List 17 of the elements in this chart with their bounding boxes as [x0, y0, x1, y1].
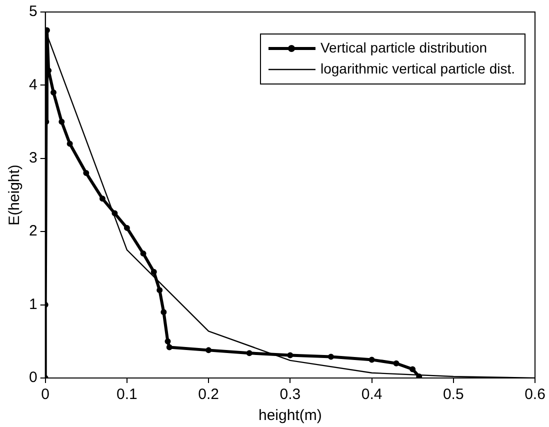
- x-tick-label: 0.3: [280, 386, 301, 404]
- y-tick-label: 1: [29, 296, 38, 313]
- x-tick-label: 0.1: [116, 386, 138, 404]
- legend-label: logarithmic vertical particle dist.: [320, 60, 516, 76]
- x-tick-label: 0.6: [524, 386, 546, 404]
- y-axis-title: E(height): [6, 164, 24, 226]
- y-tick-label: 0: [29, 369, 38, 386]
- y-tick-label: 2: [29, 222, 38, 240]
- x-tick-label: 0: [41, 386, 50, 404]
- x-tick-label: 0.4: [361, 386, 382, 404]
- x-tick-label: 0.5: [442, 386, 464, 404]
- y-tick-label: 3: [29, 150, 38, 167]
- y-tick-label: 4: [29, 76, 38, 94]
- y-tick-label: 5: [29, 3, 38, 20]
- legend-label: Vertical particle distribution: [320, 39, 488, 56]
- x-axis-title: height(m): [258, 407, 322, 424]
- x-tick-label: 0.2: [198, 386, 219, 404]
